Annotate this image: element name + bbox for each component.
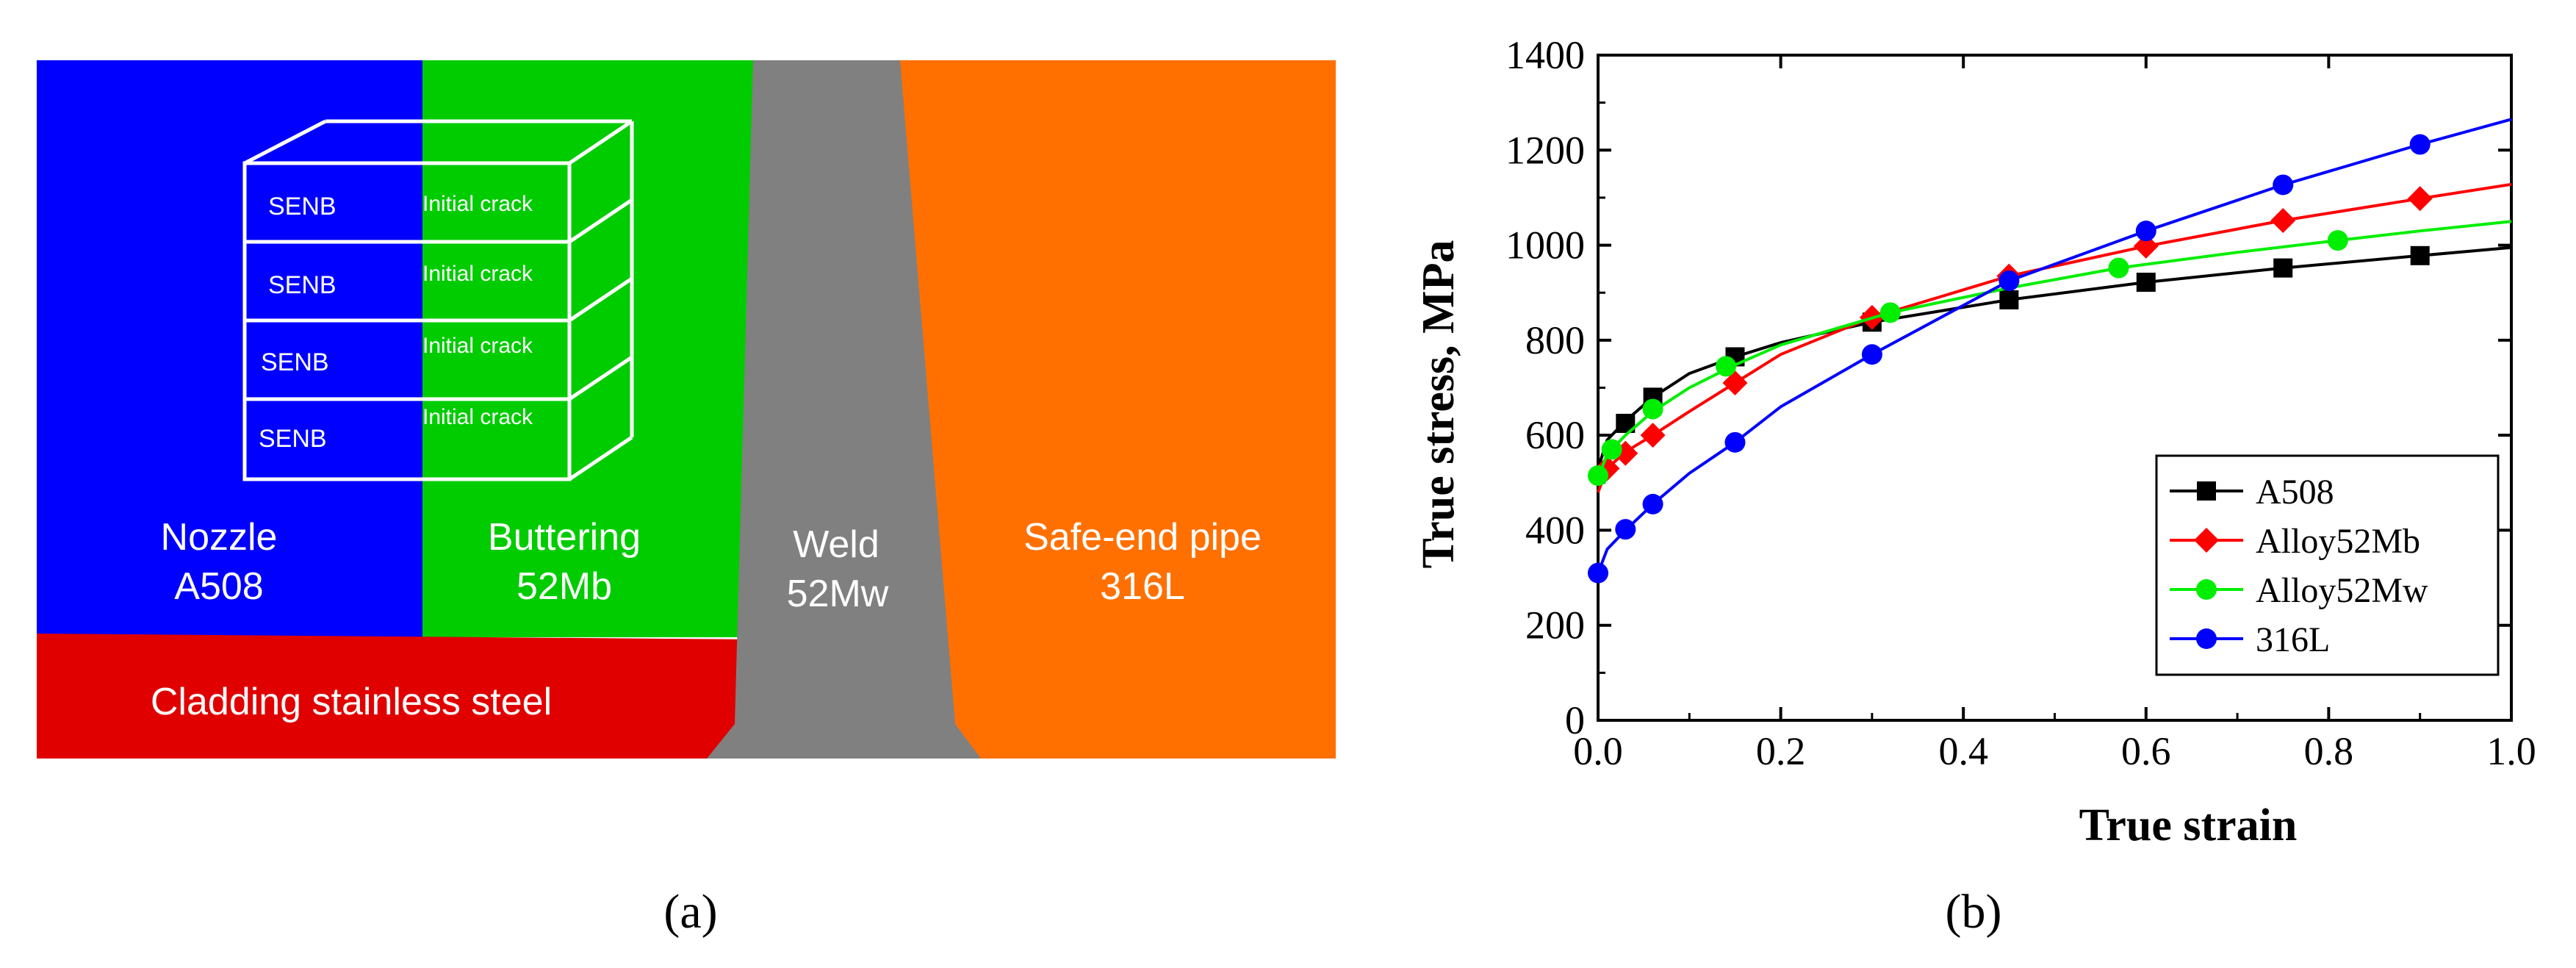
data-point-series-3 <box>1588 562 1608 584</box>
safe-end-region <box>896 60 1336 759</box>
buttering-region <box>422 60 757 637</box>
specimen-4-crack: Initial crack <box>422 405 533 429</box>
x-tick-label: 1.0 <box>2486 729 2536 773</box>
data-point-series-3 <box>1998 270 2020 292</box>
y-axis-label: True stress, MPa <box>1414 240 1464 568</box>
y-tick-label: 400 <box>1525 508 1585 552</box>
y-tick-label: 1000 <box>1505 223 1585 268</box>
x-tick-label: 0.8 <box>2304 729 2354 773</box>
data-point-series-1 <box>2270 207 2296 233</box>
data-point-series-2 <box>1601 439 1622 460</box>
data-point-series-0 <box>2410 245 2430 265</box>
data-point-series-2 <box>1879 302 1901 323</box>
legend-label-0: A508 <box>2256 473 2334 512</box>
y-tick-label: 800 <box>1525 318 1585 362</box>
legend-marker-3 <box>2196 628 2217 649</box>
data-point-series-3 <box>2135 221 2156 242</box>
data-point-series-2 <box>1588 465 1608 487</box>
cladding-label: Cladding stainless steel <box>151 681 552 723</box>
data-point-series-0 <box>1999 290 2019 309</box>
weld-region <box>707 60 981 759</box>
data-point-series-1 <box>1722 370 1748 396</box>
buttering-material: 52Mb <box>517 565 612 608</box>
specimen-2-label: SENB <box>268 271 337 299</box>
data-point-series-2 <box>1642 398 1663 420</box>
data-point-series-3 <box>2273 174 2294 196</box>
y-tick-label: 200 <box>1525 603 1585 648</box>
senb-specimen-box <box>242 119 634 481</box>
x-axis-label: True strain <box>2079 800 2298 850</box>
data-point-series-3 <box>1861 344 1882 365</box>
y-tick-label: 1200 <box>1505 128 1585 172</box>
specimen-2-crack: Initial crack <box>422 262 533 286</box>
data-point-series-2 <box>2327 230 2348 251</box>
legend-marker-2 <box>2196 579 2217 600</box>
data-point-series-3 <box>1724 431 1746 453</box>
region-labels: Nozzle A508 Buttering 52Mb Weld 52Mw Saf… <box>151 516 1262 723</box>
legend-label-3: 316L <box>2256 620 2330 659</box>
weld-material: 52Mw <box>787 573 889 615</box>
specimen-3-crack: Initial crack <box>422 334 533 358</box>
panel-b-chart: 0.0 0.2 0.4 0.6 0.8 1.0 0 200 400 600 800 1000 1200 1… <box>1414 33 2536 939</box>
nozzle-label: Nozzle <box>161 516 278 559</box>
specimen-labels: SENB Initial crack SENB Initial crack SE… <box>259 192 533 453</box>
y-tick-label: 0 <box>1565 698 1585 742</box>
data-point-series-0 <box>2136 272 2156 292</box>
safe-end-material: 316L <box>1100 565 1185 608</box>
data-point-series-3 <box>1615 519 1636 540</box>
x-tick-label: 0.6 <box>2121 729 2171 773</box>
specimen-4-label: SENB <box>259 425 327 453</box>
data-point-series-2 <box>2108 257 2129 279</box>
data-point-series-1 <box>2133 233 2159 259</box>
data-point-series-1 <box>2407 186 2433 212</box>
legend-marker-1 <box>2194 528 2219 553</box>
legend-marker-0 <box>2197 481 2216 501</box>
nozzle-material: A508 <box>174 565 263 608</box>
data-point-series-0 <box>2273 258 2293 278</box>
x-tick-label: 0.4 <box>1938 729 1988 773</box>
specimen-3-label: SENB <box>261 348 329 376</box>
cladding-region <box>37 634 757 759</box>
y-tick-label: 600 <box>1525 413 1585 457</box>
specimen-1-crack: Initial crack <box>422 192 533 216</box>
y-tick-label: 1400 <box>1505 33 1585 77</box>
x-tick-label: 0.2 <box>1756 729 1806 773</box>
data-point-series-3 <box>1642 493 1663 515</box>
panel-a-diagram: SENB Initial crack SENB Initial crack SE… <box>37 60 1336 939</box>
chart-plot-area: 0.0 0.2 0.4 0.6 0.8 1.0 0 200 400 600 800 1000 1200 1… <box>1505 33 2536 773</box>
data-point-series-3 <box>2409 134 2431 155</box>
buttering-label: Buttering <box>488 516 641 559</box>
panel-a-caption: (a) <box>663 885 717 939</box>
safe-end-label: Safe-end pipe <box>1023 516 1262 559</box>
panel-b-caption: (b) <box>1946 885 2002 939</box>
series-line-2 <box>1597 220 2512 479</box>
x-tick-label: 0.0 <box>1573 729 1623 773</box>
nozzle-region <box>37 60 422 637</box>
legend-label-2: Alloy52Mw <box>2256 571 2428 610</box>
legend-label-1: Alloy52Mb <box>2256 522 2420 561</box>
specimen-1-label: SENB <box>268 193 337 221</box>
weld-label: Weld <box>793 523 879 566</box>
data-point-series-1 <box>1640 423 1666 448</box>
data-point-series-2 <box>1716 356 1737 377</box>
